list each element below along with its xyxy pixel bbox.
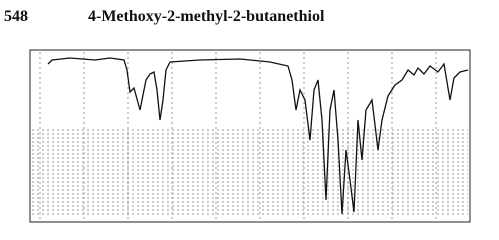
spectrum-number: 548 (4, 8, 28, 25)
ir-trace (47, 57, 469, 215)
compound-name: 4-Methoxy-2-methyl-2-butanethiol (88, 8, 325, 25)
chart-frame (29, 49, 471, 223)
scan-grid (32, 52, 468, 220)
